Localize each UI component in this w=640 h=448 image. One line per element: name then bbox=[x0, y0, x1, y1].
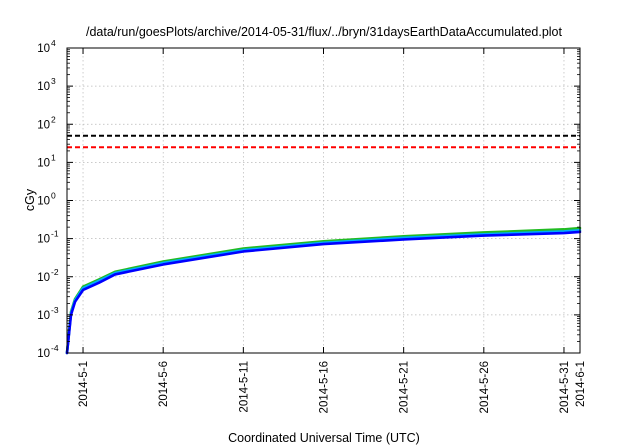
x-tick-label: 2014-5-11 bbox=[238, 361, 250, 413]
series bbox=[65, 226, 582, 355]
x-tick-label: 2014-5-31 bbox=[559, 361, 571, 413]
y-tick-label: 10 bbox=[37, 272, 50, 284]
y-tick-exponent: 2 bbox=[51, 114, 56, 124]
y-tick-exponent: -1 bbox=[51, 229, 59, 239]
y-tick-exponent: 1 bbox=[51, 152, 56, 162]
y-tick-label: 10 bbox=[37, 196, 50, 208]
y-tick-exponent: -3 bbox=[51, 305, 59, 315]
y-tick-exponent: 4 bbox=[51, 38, 56, 48]
y-tick-label: 10 bbox=[37, 348, 50, 360]
chart-title: /data/run/goesPlots/archive/2014-05-31/f… bbox=[86, 25, 562, 39]
y-tick-exponent: -2 bbox=[51, 267, 59, 277]
x-axis-label: Coordinated Universal Time (UTC) bbox=[228, 431, 420, 445]
x-tick-label: 2014-6-1 bbox=[575, 361, 587, 407]
x-ticks: 2014-5-1 2014-5-6 2014-5-11 2014-5-16 2014-5… bbox=[78, 48, 587, 413]
y-axis-label: cGy bbox=[23, 188, 37, 211]
y-tick-label: 10 bbox=[37, 43, 50, 55]
y-tick-exponent: -4 bbox=[51, 343, 59, 353]
x-tick-label: 2014-5-1 bbox=[78, 361, 90, 407]
y-tick-label: 10 bbox=[37, 157, 50, 169]
reference-lines bbox=[67, 134, 580, 149]
x-tick-label: 2014-5-21 bbox=[399, 361, 411, 413]
y-tick-exponent: 0 bbox=[51, 191, 56, 201]
y-tick-label: 10 bbox=[37, 81, 50, 93]
y-tick-label: 10 bbox=[37, 119, 50, 131]
x-tick-label: 2014-5-16 bbox=[319, 361, 331, 413]
y-tick-exponent: 3 bbox=[51, 76, 56, 86]
series-line bbox=[65, 226, 582, 355]
series-line bbox=[65, 230, 582, 355]
y-tick-label: 10 bbox=[37, 310, 50, 322]
grid bbox=[67, 48, 580, 353]
x-tick-label: 2014-5-6 bbox=[158, 361, 170, 407]
y-tick-label: 10 bbox=[37, 234, 50, 246]
x-tick-label: 2014-5-26 bbox=[479, 361, 491, 413]
